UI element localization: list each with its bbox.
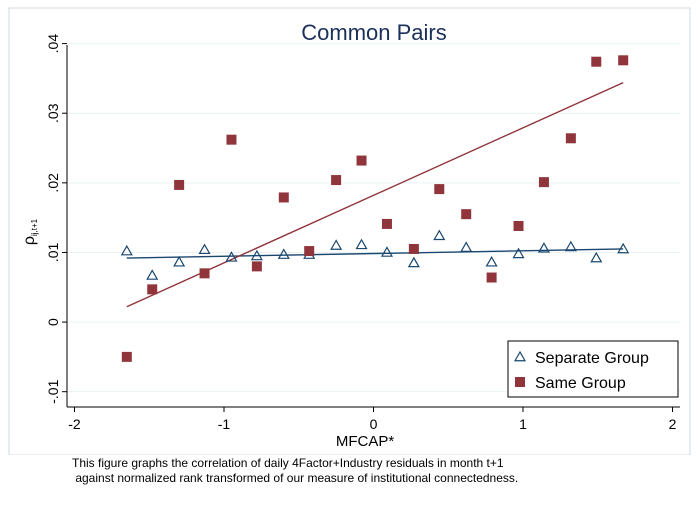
x-tick-label: -2 [68, 416, 81, 432]
series-2-point [174, 179, 185, 190]
series-2-point [434, 184, 445, 195]
y-tick-label-group: 0 [45, 318, 61, 326]
series-1-point [173, 255, 186, 267]
series-2-point [278, 192, 289, 203]
caption-line-1: This figure graphs the correlation of da… [72, 456, 504, 470]
chart: -.01 0 .01 .02 .03 .04 -2 -1 0 1 2 Separate Group S… [8, 7, 691, 455]
legend-label-2: Same Group [535, 375, 626, 392]
series-2-point [381, 218, 392, 229]
x-tick-label: 1 [519, 416, 527, 432]
chart-title: Common Pairs [301, 20, 446, 45]
series-1-point [380, 246, 393, 257]
series-1-point [330, 239, 343, 250]
series-2-point [513, 221, 524, 231]
series-1-point [277, 248, 290, 259]
y-axis-label-main: ρ [21, 236, 38, 245]
legend-label-1: Separate Group [535, 350, 649, 367]
series-1-point [433, 229, 446, 241]
series-2-point [591, 56, 602, 67]
y-tick-label: .01 [45, 243, 61, 263]
y-tick-label-group: .01 [45, 243, 61, 263]
y-tick-label: .04 [45, 34, 61, 54]
series-1-point [250, 249, 263, 261]
series-2-point [565, 133, 576, 144]
series-1-point [537, 242, 550, 253]
x-tick-label: 2 [669, 416, 677, 432]
series-2-point [121, 351, 132, 362]
series-1-point [564, 240, 577, 252]
series-2-point [304, 246, 315, 257]
series-2-point [147, 284, 158, 295]
series-2-point [461, 209, 472, 220]
x-tick-label: 0 [370, 416, 378, 432]
y-tick-label-group: -.01 [45, 379, 61, 403]
legend-box [507, 340, 679, 398]
y-tick-label-group: .02 [45, 173, 61, 193]
series-1-point [590, 251, 603, 263]
y-tick-label-group: .04 [45, 34, 61, 54]
series-2-point [331, 175, 342, 186]
series-1-point [460, 241, 473, 252]
series-1-point [146, 269, 159, 280]
caption-line-2: against normalized rank transformed of o… [72, 471, 519, 485]
y-tick-label: .03 [45, 103, 61, 123]
legend-marker-2 [515, 377, 525, 387]
y-tick-label: 0 [45, 318, 61, 326]
series-2-point [408, 243, 419, 254]
series-1-point [512, 247, 525, 259]
series-2-point [199, 268, 210, 279]
x-tick-label: -1 [218, 416, 231, 432]
series-1-point [198, 243, 211, 255]
y-tick-label: .02 [45, 173, 61, 193]
series-2-point [538, 177, 549, 188]
x-axis-label: MFCAP* [336, 433, 395, 450]
series-2-point [618, 55, 629, 66]
legend-marker-1 [513, 350, 527, 362]
series-1-point [485, 255, 498, 267]
series-1-point [120, 244, 133, 256]
series-2-point [486, 272, 497, 283]
y-axis-label-sub: ij,t+1 [30, 218, 39, 236]
series-1-point [355, 238, 368, 250]
y-axis-label: ρij,t+1 [21, 218, 39, 245]
y-tick-label: -.01 [45, 379, 61, 403]
series-1-point [617, 242, 630, 254]
series-2-point [226, 134, 237, 145]
series-1-point [407, 256, 420, 268]
series-1-point [225, 251, 238, 262]
series-2-point [356, 155, 367, 166]
y-tick-label-group: .03 [45, 103, 61, 123]
series-2-point [251, 261, 262, 272]
